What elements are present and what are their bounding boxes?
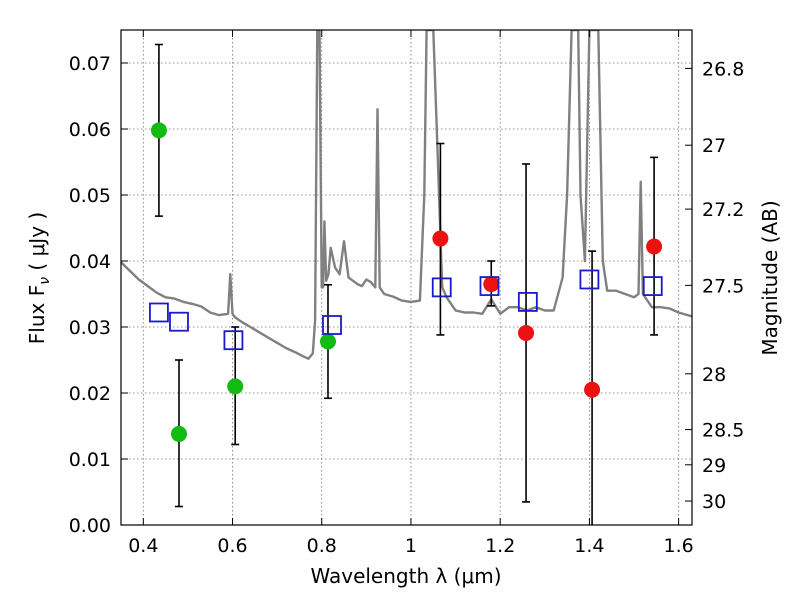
x-tick-label: 0.6 [217,535,247,557]
y-tick-label: 0.06 [69,119,111,141]
x-axis-title: Wavelength λ (μm) [310,564,501,588]
green-data-point [150,122,167,139]
red-data-point [432,230,449,247]
y-axis-title: Flux Fν ( μJy ) [25,212,53,344]
model-spectrum-line [121,30,692,360]
x-tick-label: 1 [405,535,417,557]
y-tick-label: 0.04 [69,251,111,273]
red-data-point [584,381,601,398]
y-tick-label: 0.07 [69,53,111,75]
y-tick-label: 0.05 [69,185,111,207]
right-axis-title: Magnitude (AB) [758,200,782,355]
right-tick-label: 30 [702,491,726,513]
x-tick-label: 1.4 [574,535,604,557]
green-data-point [227,378,244,395]
y-tick-label: 0.02 [69,383,111,405]
model-spectrum-layer [121,30,692,360]
model-photometry-box [479,276,500,296]
red-data-point [646,238,663,255]
right-tick-label: 28 [702,364,726,386]
green-data-point [319,333,336,350]
right-tick-label: 27.2 [702,199,744,221]
y-axis-title-subscript: ν [37,277,53,285]
red-data-point [518,324,535,341]
model-photometry-box [431,277,452,298]
y-axis-title-unit: ( μJy ) [25,212,49,277]
green-data-point [170,425,187,442]
model-photometry-box [517,292,538,312]
y-tick-label: 0.00 [69,515,111,537]
model-photometry-box [149,302,169,323]
y-axis-title-main: Flux F [25,285,49,344]
model-photometry-box [642,276,663,296]
model-photometry-box [169,311,189,332]
y-tick-label: 0.01 [69,449,111,471]
x-tick-label: 1.2 [485,535,515,557]
red-data-point [483,276,500,293]
model-photometry-box [223,330,244,351]
model-photometry-box [322,315,342,335]
x-tick-label: 0.8 [307,535,337,557]
x-tick-label: 0.4 [128,535,158,557]
y-tick-label: 0.03 [69,317,111,339]
plot-frame [120,29,693,526]
model-photometry-box [579,269,600,290]
x-tick-label: 1.6 [664,535,694,557]
right-tick-label: 26.8 [702,58,744,80]
right-axis-ticks: 26.8 27 27.2 27.5 28 28.5 29 30 [685,58,744,513]
x-axis-ticks: 0.4 0.6 0.8 1 1.2 1.4 1.6 [128,30,694,557]
right-tick-label: 28.5 [702,420,744,442]
y-axis-ticks: 0.00 0.01 0.02 0.03 0.04 0.05 0.06 0.07 [69,53,128,537]
markers-layer [149,122,663,442]
right-tick-label: 29 [702,455,726,477]
right-tick-label: 27 [702,135,726,157]
right-tick-label: 27.5 [702,275,744,297]
